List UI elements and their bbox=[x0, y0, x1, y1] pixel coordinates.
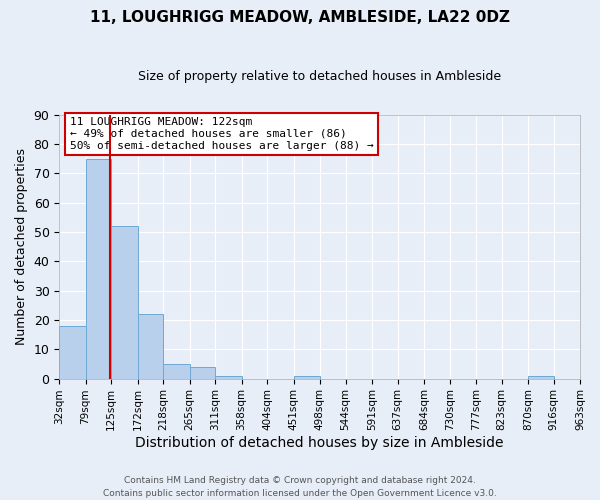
Bar bbox=[86, 158, 111, 378]
Bar bbox=[293, 376, 320, 378]
Text: 11, LOUGHRIGG MEADOW, AMBLESIDE, LA22 0DZ: 11, LOUGHRIGG MEADOW, AMBLESIDE, LA22 0D… bbox=[90, 10, 510, 25]
Bar bbox=[137, 314, 163, 378]
Bar bbox=[59, 326, 86, 378]
Bar bbox=[111, 226, 137, 378]
Bar bbox=[190, 367, 215, 378]
Bar bbox=[163, 364, 190, 378]
Bar bbox=[528, 376, 554, 378]
Bar bbox=[215, 376, 242, 378]
Title: Size of property relative to detached houses in Ambleside: Size of property relative to detached ho… bbox=[138, 70, 501, 83]
Text: 11 LOUGHRIGG MEADOW: 122sqm
← 49% of detached houses are smaller (86)
50% of sem: 11 LOUGHRIGG MEADOW: 122sqm ← 49% of det… bbox=[70, 118, 373, 150]
Y-axis label: Number of detached properties: Number of detached properties bbox=[15, 148, 28, 345]
Text: Contains HM Land Registry data © Crown copyright and database right 2024.
Contai: Contains HM Land Registry data © Crown c… bbox=[103, 476, 497, 498]
X-axis label: Distribution of detached houses by size in Ambleside: Distribution of detached houses by size … bbox=[136, 436, 504, 450]
